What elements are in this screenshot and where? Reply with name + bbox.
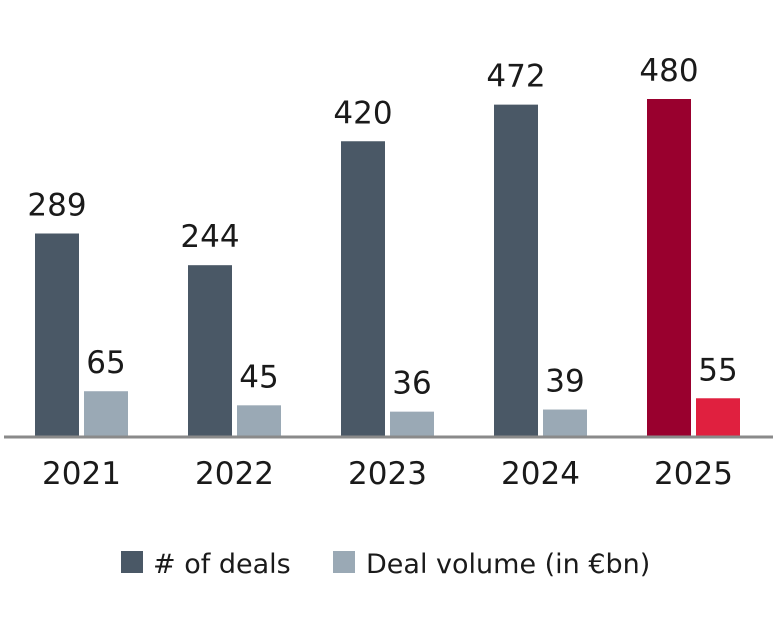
data-label-2022-series-2: 45 [239,359,278,395]
x-tick-label-2023: 2023 [348,456,427,492]
bar-2023-series-2 [390,411,434,437]
bar-2025-series-1 [647,99,691,437]
data-label-2021-series-1: 289 [27,187,86,223]
bar-2022-series-2 [237,405,281,437]
bar-2021-series-1 [35,233,79,437]
data-label-2025-series-2: 55 [698,352,737,388]
bar-2023-series-1 [341,141,385,437]
data-label-2022-series-1: 244 [180,219,239,255]
legend: # of deals Deal volume (in €bn) [121,549,650,580]
data-label-2024-series-1: 472 [486,59,545,95]
bar-2021-series-2 [84,391,128,437]
bars-layer [35,99,740,437]
x-tick-label-2022: 2022 [195,456,274,492]
data-label-2021-series-2: 65 [86,345,125,381]
value-labels-layer: 289 65 244 45 420 36 472 39 480 55 [27,53,737,402]
data-label-2025-series-1: 480 [639,53,698,89]
legend-label-deals: # of deals [153,549,291,580]
bar-2022-series-1 [188,265,232,437]
data-label-2024-series-2: 39 [545,364,584,400]
x-tick-label-2021: 2021 [42,456,121,492]
legend-label-volume: Deal volume (in €bn) [366,549,650,580]
data-label-2023-series-1: 420 [333,95,392,131]
x-tick-label-2024: 2024 [501,456,580,492]
bar-2024-series-1 [494,104,538,437]
bar-2025-series-2 [696,398,740,437]
x-tick-labels: 2021 2022 2023 2024 2025 [42,456,733,492]
bar-2024-series-2 [543,409,587,437]
legend-swatch-deals [121,551,143,573]
data-label-2023-series-2: 36 [392,366,431,402]
x-tick-label-2025: 2025 [654,456,733,492]
legend-swatch-volume [333,551,355,573]
